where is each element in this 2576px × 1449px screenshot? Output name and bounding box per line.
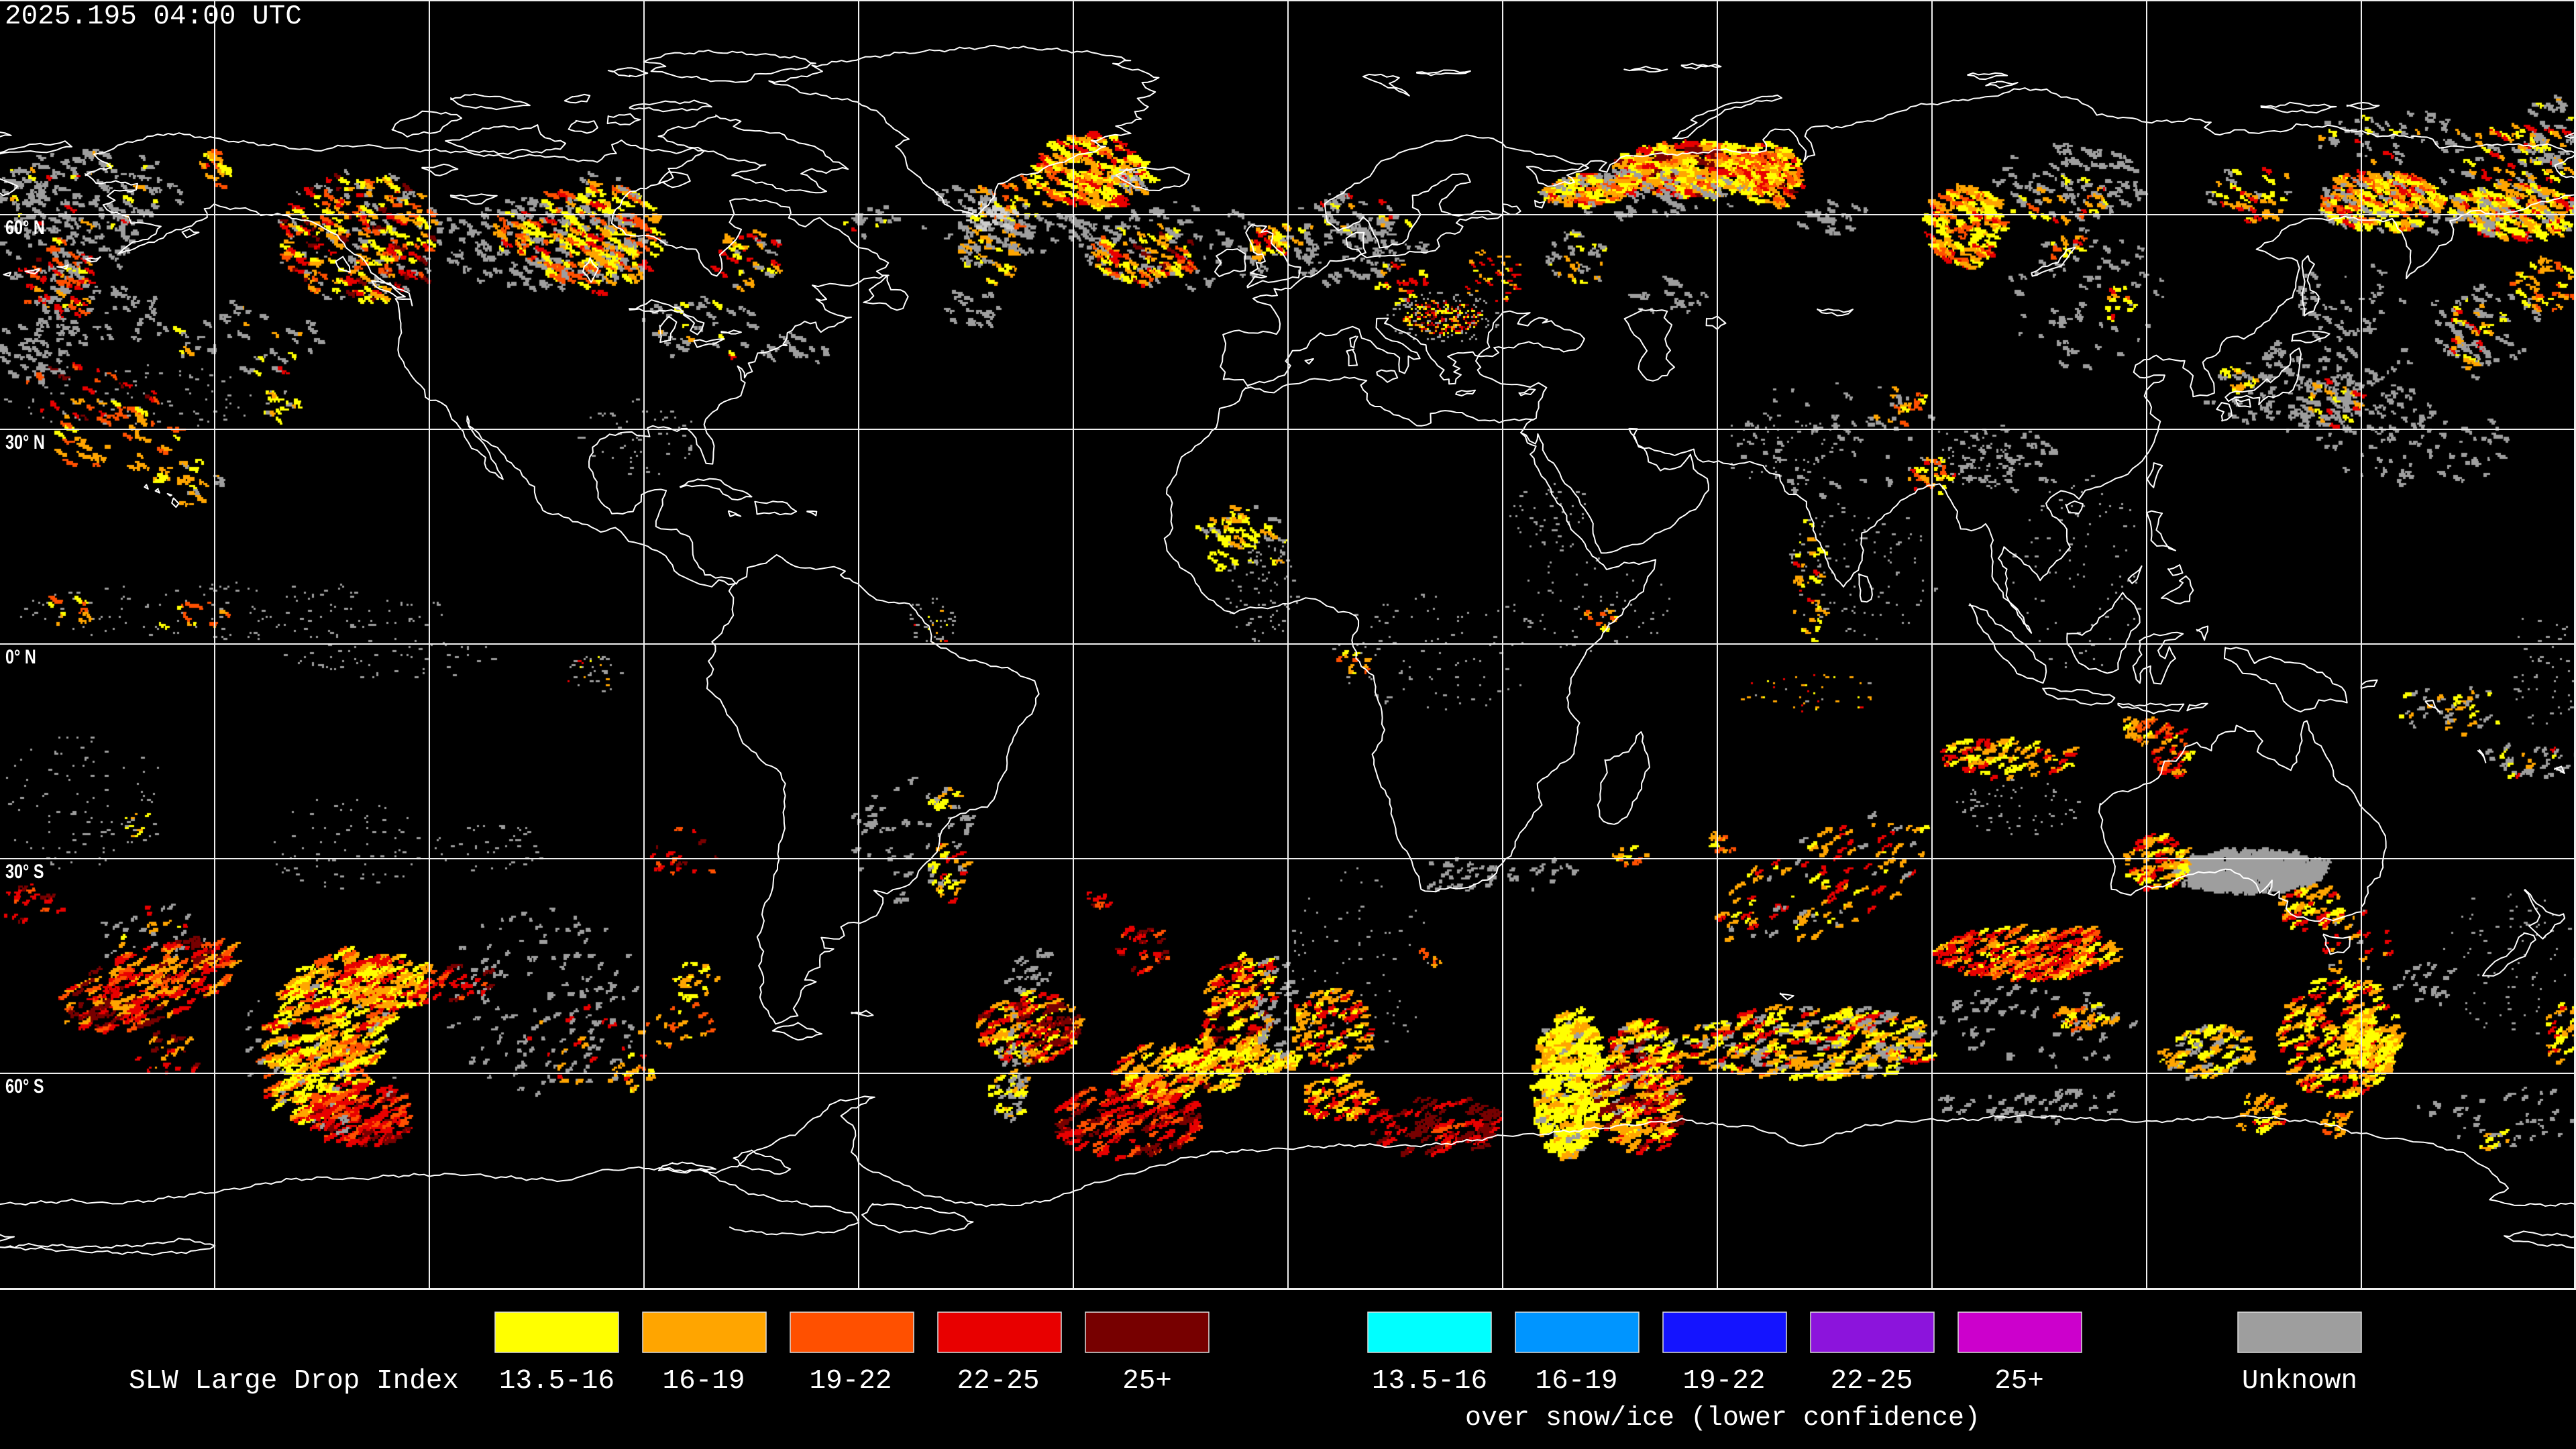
svg-text:2025.195 04:00 UTC: 2025.195 04:00 UTC xyxy=(5,1,302,32)
svg-text:19-22: 19-22 xyxy=(1682,1366,1765,1397)
svg-text:Unknown: Unknown xyxy=(2242,1366,2357,1397)
svg-text:60° N: 60° N xyxy=(5,216,45,238)
svg-text:16-19: 16-19 xyxy=(1535,1366,1617,1397)
svg-text:over snow/ice (lower confidenc: over snow/ice (lower confidence) xyxy=(1465,1403,1980,1434)
svg-text:22-25: 22-25 xyxy=(1830,1366,1913,1397)
svg-text:25+: 25+ xyxy=(1994,1366,2044,1397)
svg-text:30° S: 30° S xyxy=(5,860,44,882)
svg-text:SLW Large Drop Index: SLW Large Drop Index xyxy=(129,1366,459,1397)
svg-text:19-22: 19-22 xyxy=(809,1366,892,1397)
svg-text:13.5-16: 13.5-16 xyxy=(499,1366,614,1397)
svg-text:60° S: 60° S xyxy=(5,1075,44,1097)
svg-text:30° N: 30° N xyxy=(5,431,45,453)
svg-text:0° N: 0° N xyxy=(5,645,36,667)
svg-text:16-19: 16-19 xyxy=(662,1366,745,1397)
svg-text:22-25: 22-25 xyxy=(957,1366,1039,1397)
svg-text:13.5-16: 13.5-16 xyxy=(1372,1366,1487,1397)
svg-text:25+: 25+ xyxy=(1122,1366,1172,1397)
